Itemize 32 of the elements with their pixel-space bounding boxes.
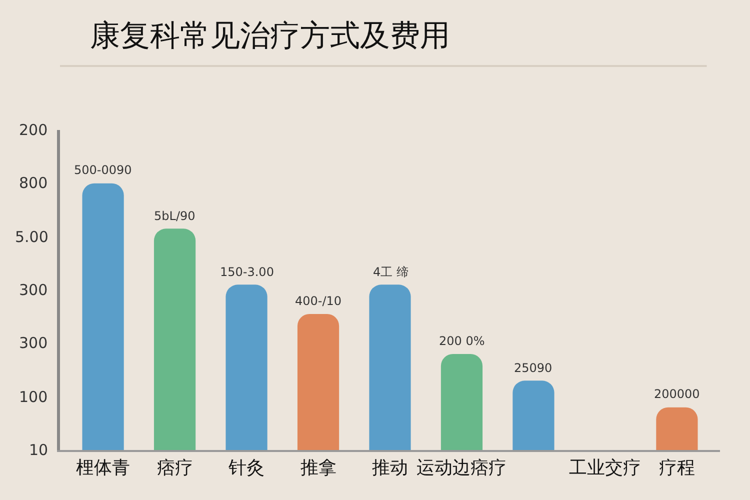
bar xyxy=(656,407,698,450)
x-tick-label: 疗程 xyxy=(658,458,695,479)
bar xyxy=(369,284,411,450)
x-tick-label: 梩体青 xyxy=(76,458,130,479)
bar xyxy=(82,183,124,450)
bar xyxy=(440,354,483,450)
annotation: 400-/10 xyxy=(295,294,342,308)
text: 300 xyxy=(19,281,48,299)
text: 100 xyxy=(19,388,48,406)
annotation: 200000 xyxy=(654,387,700,401)
x-tick-label: 工业交疗 xyxy=(569,458,642,479)
x-tick-label: 推拿 xyxy=(300,458,336,479)
x-tick-label: 痞疗 xyxy=(156,458,193,479)
annotation: 500-0090 xyxy=(74,163,132,177)
annotation: 5bL/90 xyxy=(154,209,196,223)
text: 300 xyxy=(19,334,48,352)
x-tick-label: 推动 xyxy=(372,458,408,479)
bar xyxy=(226,284,268,450)
annotation: 25090 xyxy=(514,361,552,375)
x-tick-label: 针灸 xyxy=(228,458,265,479)
x-tick-label: 运动边痞疗 xyxy=(416,458,507,479)
annotation: 4工 缔 xyxy=(373,265,408,279)
bar xyxy=(297,314,340,450)
annotation: 150-3.00 xyxy=(220,265,274,279)
text: 800 xyxy=(19,174,48,192)
annotation: 200 0% xyxy=(439,334,485,348)
bar xyxy=(154,228,196,450)
text: 200 xyxy=(19,121,48,139)
chart-title: 康复科常见治疗方式及费用 xyxy=(90,18,450,54)
text: 10 xyxy=(29,441,48,459)
text: 5.00 xyxy=(15,228,48,246)
bar xyxy=(512,380,554,450)
